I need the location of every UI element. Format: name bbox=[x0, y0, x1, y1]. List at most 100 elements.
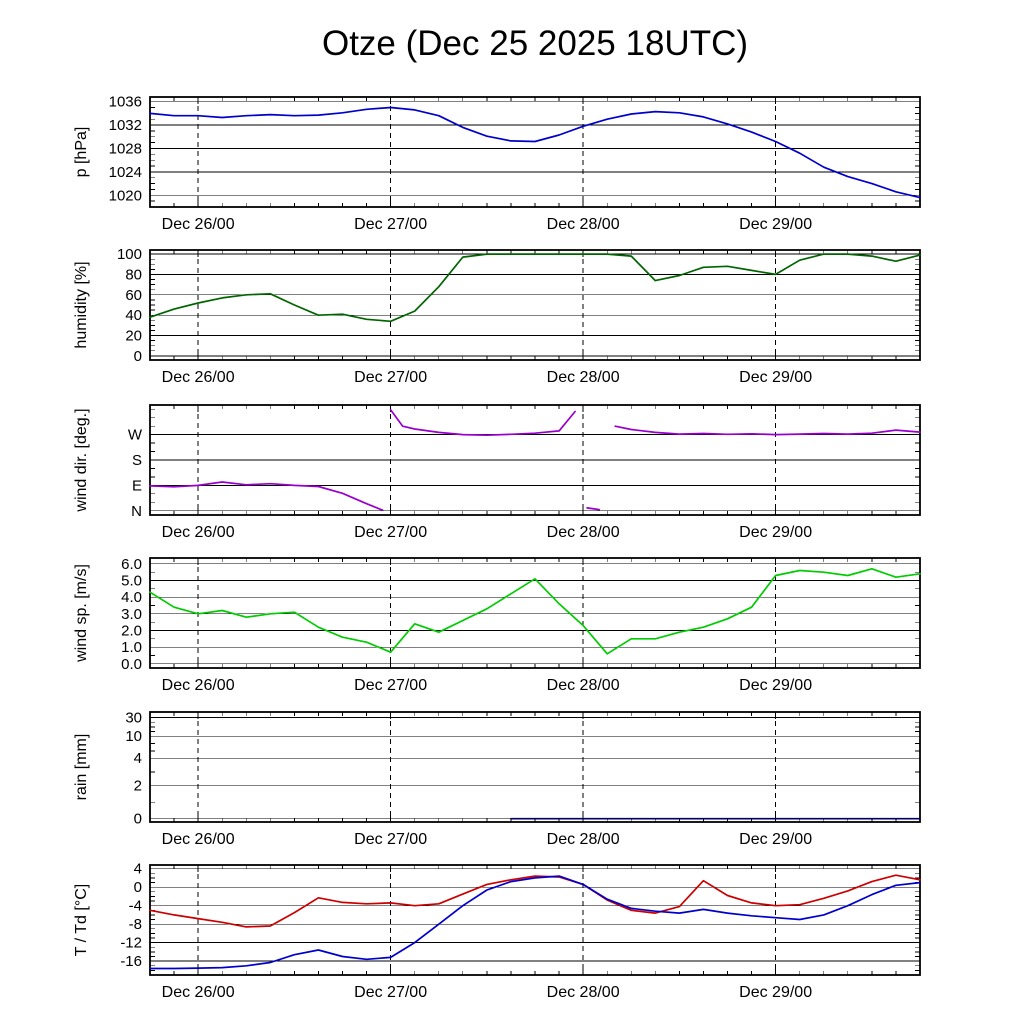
y-tick-label: 0 bbox=[134, 879, 142, 896]
y-tick-label: -4 bbox=[129, 898, 142, 915]
y-tick-label: E bbox=[132, 477, 142, 494]
y-tick-label: -16 bbox=[120, 953, 142, 970]
axis-labels: -16-12 -8-4 04 Dec 26/00 Dec 27/00 Dec 28/00 D… bbox=[73, 861, 812, 1001]
y-tick-label: W bbox=[128, 427, 143, 444]
y-tick-label: 100 bbox=[117, 246, 142, 263]
gridlines bbox=[150, 250, 920, 360]
axis-ticks bbox=[150, 865, 920, 976]
temperature-series bbox=[149, 874, 921, 928]
y-tick-label: 1020 bbox=[109, 187, 142, 204]
x-tick-label: Dec 29/00 bbox=[739, 369, 812, 386]
x-tick-label: Dec 26/00 bbox=[162, 369, 235, 386]
gridlines bbox=[150, 558, 920, 668]
humidity-series bbox=[149, 253, 921, 323]
x-tick-label: Dec 27/00 bbox=[354, 369, 427, 386]
chart-title: Otze (Dec 25 2025 18UTC) bbox=[321, 24, 748, 63]
x-tick-label: Dec 27/00 bbox=[354, 831, 427, 848]
y-axis-label: p [hPa] bbox=[73, 127, 90, 178]
x-tick-label: Dec 26/00 bbox=[162, 677, 235, 694]
y-tick-label: 0.0 bbox=[121, 656, 142, 673]
y-tick-label: -12 bbox=[120, 935, 142, 952]
y-axis-label: T / Td [°C] bbox=[73, 884, 90, 957]
gridlines bbox=[150, 865, 920, 975]
x-tick-label: Dec 27/00 bbox=[354, 216, 427, 233]
gridlines bbox=[150, 405, 920, 515]
y-axis-label: wind sp. [m/s] bbox=[73, 564, 90, 663]
y-tick-label: 2 bbox=[134, 778, 142, 795]
x-tick-label: Dec 28/00 bbox=[547, 369, 620, 386]
x-tick-label: Dec 28/00 bbox=[547, 831, 620, 848]
axis-ticks bbox=[150, 558, 920, 668]
x-tick-label: Dec 26/00 bbox=[162, 216, 235, 233]
x-tick-label: Dec 29/00 bbox=[739, 984, 812, 1001]
x-tick-label: Dec 26/00 bbox=[162, 524, 235, 541]
x-tick-label: Dec 28/00 bbox=[547, 216, 620, 233]
y-tick-label: 40 bbox=[125, 307, 142, 324]
x-tick-label: Dec 28/00 bbox=[547, 677, 620, 694]
wind-speed-series bbox=[149, 567, 921, 655]
y-tick-label: 10 bbox=[125, 728, 142, 745]
gridlines bbox=[150, 97, 920, 207]
x-tick-label: Dec 26/00 bbox=[162, 831, 235, 848]
y-tick-label: 1036 bbox=[109, 94, 142, 111]
y-tick-label: 0 bbox=[134, 348, 142, 365]
y-axis-label: wind dir. [deg.] bbox=[73, 408, 90, 512]
panel-humidity: 0 20 40 60 80 100 Dec 26/00 Dec 27/00 Dec 28/00 D… bbox=[73, 246, 921, 386]
y-tick-label: 4.0 bbox=[121, 589, 142, 606]
y-tick-label: 4 bbox=[134, 861, 142, 878]
panel-temperature: -16-12 -8-4 04 Dec 26/00 Dec 27/00 Dec 28/00 D… bbox=[73, 861, 921, 1001]
y-tick-label: 2.0 bbox=[121, 623, 142, 640]
panel-border bbox=[149, 711, 921, 823]
x-tick-label: Dec 27/00 bbox=[354, 524, 427, 541]
y-tick-label: 1024 bbox=[109, 164, 142, 181]
panel-wind-speed: 0.01.02.03.04.05.06.0 Dec 26/00 Dec 27/00 D… bbox=[73, 556, 921, 694]
panel-border bbox=[149, 96, 921, 208]
axis-ticks bbox=[150, 250, 920, 360]
x-tick-label: Dec 27/00 bbox=[354, 984, 427, 1001]
wind-direction-series bbox=[149, 408, 921, 512]
y-tick-label: 3.0 bbox=[121, 606, 142, 623]
panel-border bbox=[149, 404, 921, 516]
dewpoint-series bbox=[149, 875, 921, 970]
axis-ticks bbox=[150, 97, 920, 208]
x-tick-label: Dec 29/00 bbox=[739, 524, 812, 541]
y-tick-label: S bbox=[132, 452, 142, 469]
y-tick-label: 20 bbox=[125, 328, 142, 345]
axis-labels: 1020 1024 1028 1032 1036 Dec 26/00 Dec 27/00 De… bbox=[73, 94, 812, 233]
y-tick-label: 60 bbox=[125, 287, 142, 304]
y-axis-label: rain [mm] bbox=[73, 734, 90, 801]
panel-pressure: 1020 1024 1028 1032 1036 Dec 26/00 Dec 27/00 De… bbox=[73, 94, 921, 233]
panel-border bbox=[149, 249, 921, 361]
x-tick-label: Dec 28/00 bbox=[547, 984, 620, 1001]
x-tick-label: Dec 29/00 bbox=[739, 216, 812, 233]
y-tick-label: 6.0 bbox=[121, 556, 142, 573]
panel-border bbox=[149, 864, 921, 976]
y-tick-label: 0 bbox=[134, 811, 142, 828]
gridlines bbox=[150, 712, 920, 822]
x-tick-label: Dec 27/00 bbox=[354, 677, 427, 694]
y-tick-label: 30 bbox=[125, 710, 142, 727]
x-tick-label: Dec 29/00 bbox=[739, 677, 812, 694]
y-tick-label: 80 bbox=[125, 266, 142, 283]
axis-ticks bbox=[150, 712, 920, 822]
y-tick-label: 1028 bbox=[109, 140, 142, 157]
axis-labels: 0 20 40 60 80 100 Dec 26/00 Dec 27/00 Dec 28/00 D… bbox=[73, 246, 812, 386]
y-tick-label: 5.0 bbox=[121, 573, 142, 590]
x-tick-label: Dec 29/00 bbox=[739, 831, 812, 848]
x-tick-label: Dec 26/00 bbox=[162, 984, 235, 1001]
x-tick-label: Dec 28/00 bbox=[547, 524, 620, 541]
y-tick-label: -8 bbox=[129, 916, 142, 933]
panel-border bbox=[149, 557, 921, 669]
pressure-series bbox=[149, 106, 921, 199]
y-tick-label: N bbox=[131, 503, 142, 520]
y-tick-label: 4 bbox=[134, 750, 142, 767]
y-tick-label: 1032 bbox=[109, 117, 142, 134]
axis-labels: 0.01.02.03.04.05.06.0 Dec 26/00 Dec 27/00 D… bbox=[73, 556, 812, 694]
y-tick-label: 1.0 bbox=[121, 639, 142, 656]
y-axis-label: humidity [%] bbox=[73, 261, 90, 348]
